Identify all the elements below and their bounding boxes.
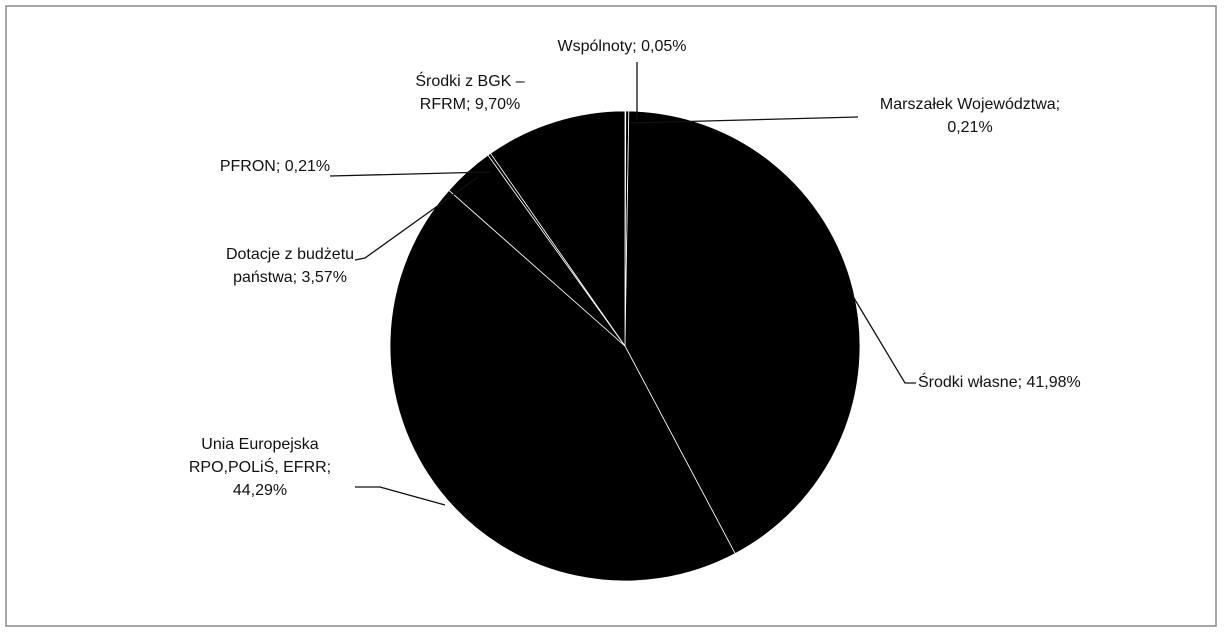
slice-label: Unia Europejska <box>201 436 319 453</box>
slice-label: RFRM; 9,70% <box>420 96 520 113</box>
leader-line <box>629 116 859 124</box>
slice-label: Środki własne; 41,98% <box>918 372 1081 391</box>
leader-line <box>355 486 446 506</box>
pie-slice <box>624 110 861 555</box>
slice-label: Marszałek Województwa; <box>880 96 1060 113</box>
slice-label: RPO,POLiŚ, EFRR; <box>189 457 331 476</box>
slice-label: 0,21% <box>947 119 992 136</box>
pie-slice <box>389 189 736 582</box>
slice-label: państwa; 3,57% <box>233 269 347 286</box>
leader-line <box>329 171 491 177</box>
leader-line <box>354 176 479 261</box>
slice-label: 44,29% <box>233 482 287 499</box>
pie-slice <box>489 110 626 348</box>
slice-label: PFRON; 0,21% <box>220 158 330 175</box>
slice-label: Dotacje z budżetu <box>226 246 354 263</box>
slice-label: Środki z BGK – <box>415 71 524 90</box>
slice-label: Wspólnoty; 0,05% <box>558 38 687 55</box>
leader-line <box>847 287 916 384</box>
